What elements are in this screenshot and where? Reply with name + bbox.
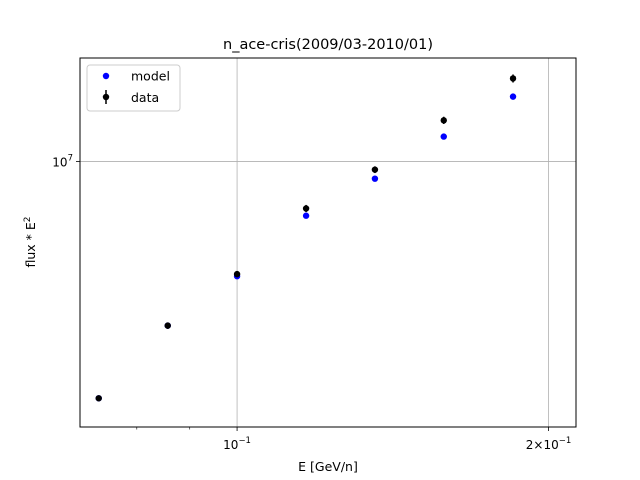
model-point: [371, 175, 379, 182]
y-axis-label-main: flux * E: [23, 222, 38, 267]
legend-model-marker: [102, 72, 110, 80]
data-point: [440, 117, 447, 124]
data-point: [95, 395, 102, 402]
y-axis-label: flux * E2: [23, 216, 38, 267]
data-point: [233, 270, 241, 278]
model-point: [440, 133, 447, 140]
data-point: [509, 75, 517, 82]
legend-box: [86, 64, 181, 112]
data-point: [371, 166, 379, 173]
model-point: [302, 212, 310, 219]
x-tick-label: 10−1: [223, 436, 251, 452]
y-tick-label-base: 10: [52, 155, 67, 169]
model-point: [509, 93, 517, 100]
data-point: [302, 205, 310, 212]
data-point: [164, 322, 171, 329]
chart-title: n_ace-cris(2009/03-2010/01): [223, 37, 433, 53]
x-tick-label-base: 10: [223, 438, 238, 452]
legend-data-label: data: [131, 90, 159, 105]
y-tick-label-exponent: 7: [68, 153, 73, 163]
grid-lines: [80, 58, 576, 427]
legend: model data: [86, 64, 181, 112]
legend-data-marker: [102, 93, 110, 101]
x-axis-label: E [GeV/n]: [298, 459, 358, 474]
data-points: [95, 74, 517, 402]
x-tick-label: 2×10−1: [526, 436, 572, 452]
y-axis-label-superscript: 2: [23, 216, 33, 222]
y-tick-label: 107: [52, 153, 73, 169]
x-tick-label-exponent: −1: [238, 436, 251, 446]
legend-model-label: model: [131, 69, 170, 84]
plot-area-frame: [79, 57, 577, 428]
x-tick-label-exponent: −1: [559, 436, 572, 446]
x-tick-label-base: 2×10: [526, 438, 559, 452]
